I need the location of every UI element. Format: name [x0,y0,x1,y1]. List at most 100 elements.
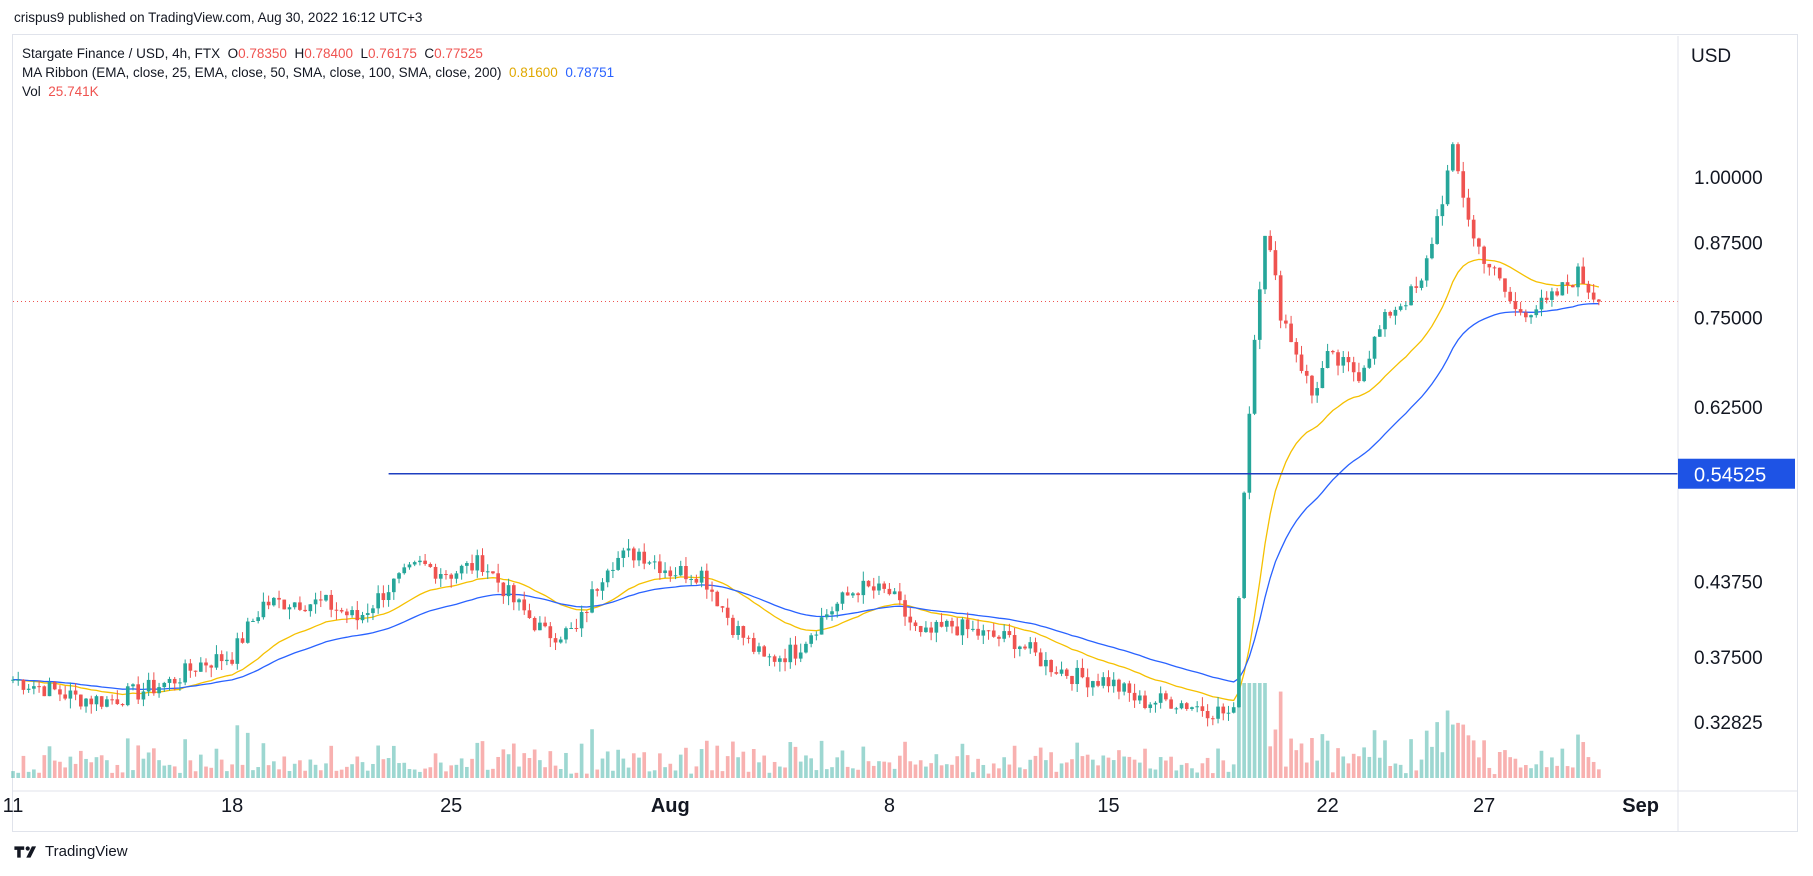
volume-bar [339,769,344,778]
candle-body [1304,370,1309,376]
level-price-badge [1678,458,1795,489]
volume-bar [1153,769,1158,778]
volume-bar [365,770,370,778]
candle-body [1435,216,1439,244]
volume-bar [1091,759,1095,778]
axes: USD 1.00000 0.87500 0.75000 0.62500 0.43750 0.… [3,36,1797,831]
volume-bar [1174,770,1179,778]
candle-body [1503,278,1507,292]
candle-body [172,678,177,684]
candle-body [1351,362,1356,373]
candle-body [350,610,354,616]
volume-bar [642,752,647,778]
volume-bar [892,768,897,778]
volume-bar [715,745,720,778]
tradingview-footer[interactable]: TradingView [14,843,128,860]
candle-body [783,658,787,663]
candle-body [892,591,897,595]
volume-bar [1158,757,1163,778]
candle-body [1028,642,1033,649]
volume-bar [438,762,443,778]
volume-bar [1466,735,1471,778]
volume-bar [21,755,26,778]
tradingview-logo-icon [14,845,37,858]
candle-body [282,599,287,610]
candle-body [444,574,448,576]
legend-ma-value-fast: 0.81600 [508,65,558,80]
candle-body [1257,289,1262,340]
volume-bar [329,745,334,778]
candle-body [819,617,824,635]
candle-body [1007,631,1012,636]
volume-bar [558,768,563,778]
volume-bar [1268,746,1273,778]
volume-bar [214,748,219,778]
volume-bar [950,764,954,778]
y-tick-label: 0.37500 [1694,648,1763,669]
candle-body [877,583,881,591]
candle-body [1289,323,1293,343]
candle-body [125,686,130,706]
candle-body [986,630,991,632]
candle-body [955,626,960,636]
volume-bar [1450,724,1455,778]
volume-bar [1064,762,1069,778]
volume-bar [861,746,866,778]
volume-bar [1028,759,1033,778]
candle-body [345,611,349,616]
volume-bar [32,769,36,778]
candle-body [798,652,803,659]
candle-body [115,699,120,705]
candle-body [845,592,850,596]
candle-body [1341,357,1346,366]
volume-bar [1117,750,1121,778]
candle-body [1492,267,1497,269]
volume-bar [1033,755,1038,778]
candle-body [553,638,558,643]
volume-bar [287,771,292,778]
volume-bar [1565,766,1570,778]
x-tick-label: 22 [1316,795,1338,817]
ma-fast-line [13,258,1600,702]
candle-body [449,574,454,579]
candle-body [1513,301,1518,310]
volume-bar [1184,763,1189,778]
x-tick-label: 15 [1097,795,1119,817]
volume-bar [658,753,662,778]
volume-bar [188,760,193,778]
volume-bar [840,750,845,778]
volume-bar [428,767,433,778]
volume-bar [506,754,511,778]
volume-bar [585,773,589,778]
candle-body [835,603,840,612]
candle-body [997,636,1001,639]
volume-bar [511,743,516,778]
candle-body [647,562,652,564]
candle-body [1085,677,1090,688]
candle-body [261,601,266,618]
volume-bar [1294,750,1299,778]
candle-body [1325,351,1330,369]
candle-body [1372,336,1377,359]
chart-overlays [13,301,1678,475]
candle-body [746,637,751,639]
candle-body [1430,243,1434,259]
candle-body [605,570,610,583]
volume-bar [1012,745,1017,778]
candle-body [1268,235,1273,251]
candle-body [1174,708,1179,710]
candle-body [21,679,26,690]
candle-body [1226,712,1231,714]
volume-bar [167,764,172,778]
candle-body [459,565,464,574]
candle-body [1012,635,1017,650]
volume-bar [256,767,261,778]
candle-body [1597,299,1601,302]
candle-body [715,591,720,607]
volume-bar [877,761,881,778]
volume-bar [1205,757,1210,778]
volume-bar [120,772,125,778]
candle-body [1586,283,1591,293]
volume-bar [11,771,15,778]
